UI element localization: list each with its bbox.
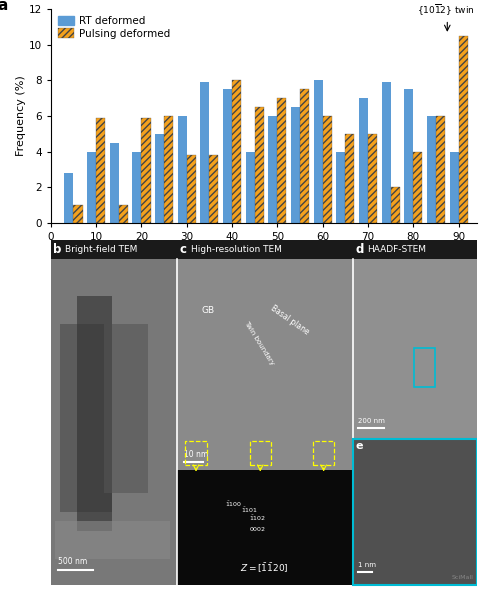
Bar <box>268 116 277 223</box>
Bar <box>210 155 218 223</box>
Bar <box>87 152 96 223</box>
Text: SciMall: SciMall <box>452 575 473 581</box>
Bar <box>459 35 468 223</box>
Bar <box>133 152 141 223</box>
Text: $\bar{1}101$: $\bar{1}101$ <box>241 506 258 515</box>
Text: d: d <box>355 243 363 256</box>
Text: HAADF-STEM: HAADF-STEM <box>367 245 426 254</box>
Bar <box>368 134 377 223</box>
Legend: RT deformed, Pulsing deformed: RT deformed, Pulsing deformed <box>56 14 172 41</box>
Bar <box>413 152 423 223</box>
Bar <box>55 522 169 559</box>
Bar <box>96 118 105 223</box>
Bar <box>323 116 332 223</box>
Text: b: b <box>53 243 62 256</box>
Bar <box>177 258 353 470</box>
Bar <box>60 324 112 512</box>
Bar <box>277 98 287 223</box>
Text: c: c <box>179 243 186 256</box>
Bar <box>155 134 164 223</box>
Text: 10 nm: 10 nm <box>184 450 208 458</box>
Bar <box>436 116 445 223</box>
X-axis label: Misorientation angle (deg): Misorientation angle (deg) <box>190 245 338 255</box>
Text: $\bar{1}102$: $\bar{1}102$ <box>249 513 266 523</box>
Bar <box>291 107 300 223</box>
Bar <box>185 441 207 465</box>
Bar <box>64 173 74 223</box>
Text: $\bar{1}100$: $\bar{1}100$ <box>225 500 242 509</box>
Text: a: a <box>0 0 8 13</box>
Text: Bright-field TEM: Bright-field TEM <box>65 245 137 254</box>
Bar <box>353 439 477 585</box>
Bar <box>381 82 391 223</box>
Bar <box>51 258 177 585</box>
Bar <box>119 205 128 223</box>
Bar <box>77 296 112 531</box>
Y-axis label: Frequency (%): Frequency (%) <box>16 76 26 156</box>
Bar <box>104 324 148 493</box>
Bar <box>255 107 264 223</box>
Bar <box>177 470 353 585</box>
Text: 1 nm: 1 nm <box>358 562 376 568</box>
Bar <box>359 98 368 223</box>
Bar <box>450 152 459 223</box>
Bar <box>353 439 477 585</box>
Bar <box>110 143 119 223</box>
Text: Twin boundary: Twin boundary <box>242 320 275 366</box>
Text: 200 nm: 200 nm <box>358 418 385 424</box>
Bar <box>300 89 309 223</box>
Bar <box>200 82 210 223</box>
Bar <box>353 258 477 439</box>
Bar <box>246 152 255 223</box>
Bar <box>187 155 196 223</box>
Bar <box>51 240 477 258</box>
Bar <box>223 89 232 223</box>
Bar <box>414 348 436 387</box>
Bar <box>250 441 271 465</box>
Text: High-resolution TEM: High-resolution TEM <box>191 245 282 254</box>
Text: $\{10\overline{1}2\}$ twin: $\{10\overline{1}2\}$ twin <box>417 2 475 17</box>
Bar <box>141 118 151 223</box>
Bar <box>404 89 413 223</box>
Text: $0002$: $0002$ <box>249 525 266 533</box>
Text: GB: GB <box>201 306 214 315</box>
Bar <box>336 152 346 223</box>
Text: Basal plane: Basal plane <box>269 303 311 336</box>
Bar <box>164 116 173 223</box>
Text: e: e <box>355 441 363 451</box>
Bar <box>391 188 400 223</box>
Bar <box>74 205 83 223</box>
Bar <box>313 441 334 465</box>
Text: $Z = [\bar{1}\bar{1}20]$: $Z = [\bar{1}\bar{1}20]$ <box>241 562 289 575</box>
Bar <box>232 80 241 223</box>
Text: 500 nm: 500 nm <box>58 558 87 566</box>
Bar <box>427 116 436 223</box>
Bar <box>178 116 187 223</box>
Bar <box>346 134 354 223</box>
Bar <box>314 80 323 223</box>
